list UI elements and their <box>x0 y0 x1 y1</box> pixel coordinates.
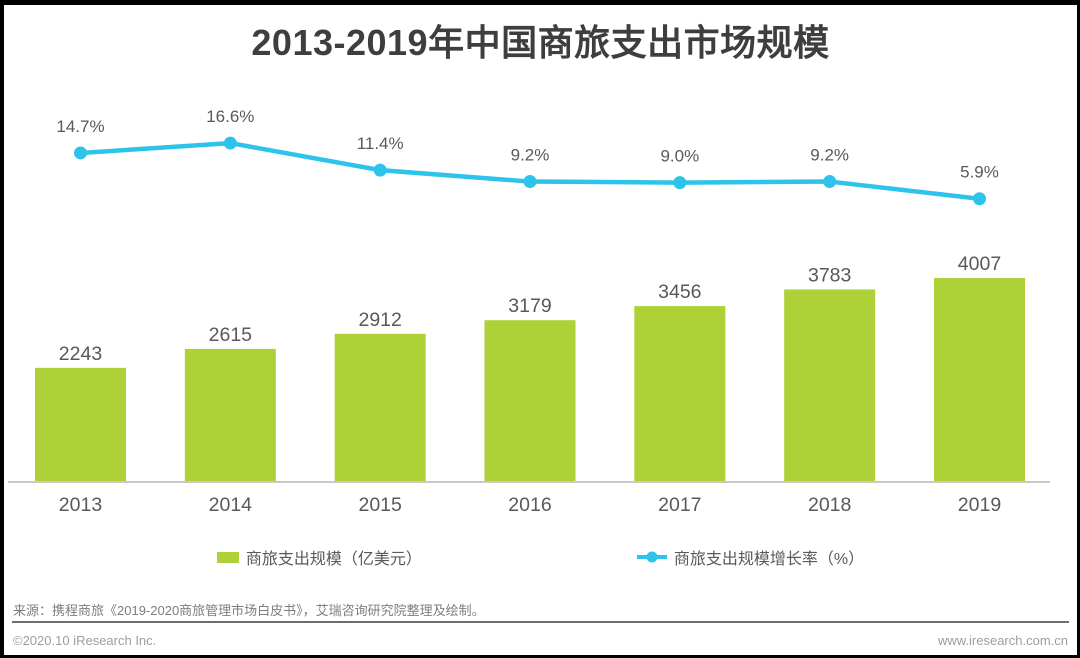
growth-label-2014: 16.6% <box>206 107 254 126</box>
growth-label-2013: 14.7% <box>56 117 104 136</box>
growth-label-2017: 9.0% <box>660 147 699 166</box>
bar-2013 <box>35 367 126 482</box>
bar-2018 <box>784 289 876 482</box>
bar-value-label-2015: 2912 <box>358 309 401 331</box>
bar-value-label-2013: 2243 <box>59 343 102 365</box>
x-tick-label-2014: 2014 <box>209 494 253 516</box>
growth-label-2019: 5.9% <box>960 163 999 182</box>
footer-website: www.iresearch.com.cn <box>937 633 1068 648</box>
growth-point-2016 <box>523 175 537 189</box>
bar-value-label-2014: 2615 <box>209 324 253 346</box>
x-tick-label-2015: 2015 <box>358 494 402 516</box>
bar-2016 <box>484 320 576 482</box>
legend-line-label: 商旅支出规模增长率（%） <box>673 551 865 568</box>
bar-2015 <box>334 333 426 482</box>
footer-copyright: ©2020.10 iResearch Inc. <box>13 633 157 648</box>
bar-value-label-2018: 3783 <box>808 264 851 286</box>
growth-point-2014 <box>223 136 237 150</box>
x-tick-label-2018: 2018 <box>808 494 851 516</box>
legend-item-line: 商旅支出规模增长率（%） <box>636 545 865 569</box>
growth-label-2018: 9.2% <box>810 146 849 165</box>
growth-point-2015 <box>373 163 387 177</box>
bar-2017 <box>634 306 726 482</box>
growth-label-2016: 9.2% <box>511 146 550 165</box>
x-tick-label-2017: 2017 <box>658 494 701 516</box>
source-note: 来源：携程商旅《2019-2020商旅管理市场白皮书》，艾瑞咨询研究院整理及绘制… <box>13 603 485 618</box>
legend-bar-label: 商旅支出规模（亿美元） <box>245 551 422 568</box>
footer-divider <box>12 621 1069 623</box>
growth-label-2015: 11.4% <box>357 134 404 153</box>
x-tick-label-2019: 2019 <box>958 494 1001 516</box>
growth-point-2018 <box>823 175 837 189</box>
x-tick-label-2016: 2016 <box>508 494 551 516</box>
chart-title: 2013-2019年中国商旅支出市场规模 <box>251 22 830 63</box>
growth-point-2019 <box>972 192 986 206</box>
growth-point-2013 <box>74 146 87 160</box>
bar-value-label-2016: 3179 <box>508 295 551 317</box>
legend-item-bar: 商旅支出规模（亿美元） <box>216 545 422 569</box>
bar-2019 <box>933 278 1025 482</box>
bar-2014 <box>184 348 276 482</box>
growth-point-2017 <box>673 176 687 190</box>
bar-value-label-2017: 3456 <box>658 281 701 303</box>
bar-value-label-2019: 4007 <box>958 253 1001 275</box>
chart-legend: 商旅支出规模（亿美元） 商旅支出规模增长率（%） <box>4 545 1077 569</box>
chart-canvas: 2243 2615 2912 3179 3456 3783 4007 2013 2014 2015… <box>8 107 1050 516</box>
line-legend-icon <box>636 550 667 564</box>
bar-legend-swatch <box>216 551 239 563</box>
x-tick-label-2013: 2013 <box>59 494 102 516</box>
